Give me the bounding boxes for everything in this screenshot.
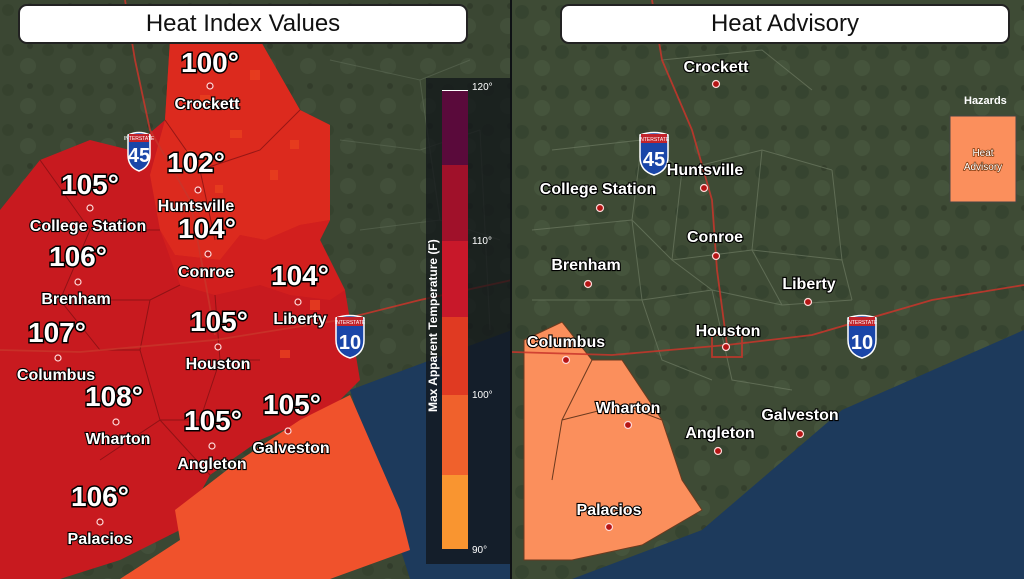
heat-index-panel: INTERSTATE 45 INTERSTATE 10 100° Crocket… xyxy=(0,0,512,579)
temp-college-station: 105° xyxy=(61,169,119,200)
city-dot-palacios xyxy=(96,518,104,526)
label-college-station: College Station xyxy=(540,181,656,198)
city-dot-crockett xyxy=(711,79,721,89)
gulf-water xyxy=(572,330,1024,579)
temp-angleton: 105° xyxy=(184,405,242,436)
svg-text:90°: 90° xyxy=(472,545,487,556)
city-labels: Crockett Huntsville College Station Conr… xyxy=(526,58,840,532)
i10-shield-icon: INTERSTATE 10 xyxy=(847,314,878,359)
city-dot-palacios xyxy=(604,522,614,532)
city-dot-galveston xyxy=(795,429,805,439)
city-dot-conroe xyxy=(204,250,212,258)
svg-text:INTERSTATE: INTERSTATE xyxy=(639,137,670,143)
label-brenham: Brenham xyxy=(551,257,620,274)
heat-index-map: INTERSTATE 45 INTERSTATE 10 100° Crocket… xyxy=(0,0,512,579)
temperature-legend: 120° 110° 100° 90° Max Apparent Temperat… xyxy=(426,78,510,564)
temp-conroe: 104° xyxy=(178,213,236,244)
city-dot-huntsville xyxy=(194,186,202,194)
label-crockett: Crockett xyxy=(175,96,241,113)
label-wharton: Wharton xyxy=(86,431,151,448)
city-dot-college-station xyxy=(86,204,94,212)
svg-text:10: 10 xyxy=(339,332,361,354)
temp-liberty: 104° xyxy=(271,260,329,291)
city-dot-galveston xyxy=(284,427,292,435)
heat-advisory-swatch xyxy=(949,115,1017,203)
road-lines xyxy=(512,0,1024,358)
temp-crockett: 100° xyxy=(181,47,239,78)
svg-text:INTERSTATE: INTERSTATE xyxy=(335,320,366,326)
temp-wharton: 108° xyxy=(85,381,143,412)
svg-text:Advisory: Advisory xyxy=(964,162,1002,173)
label-huntsville: Huntsville xyxy=(667,162,744,179)
svg-text:INTERSTATE: INTERSTATE xyxy=(847,320,878,326)
hazards-legend: Hazards Heat Advisory xyxy=(949,95,1017,203)
label-angleton: Angleton xyxy=(177,456,246,473)
city-dot-wharton xyxy=(112,418,120,426)
city-dot-brenham xyxy=(583,279,593,289)
temp-galveston: 105° xyxy=(263,389,321,420)
temp-huntsville: 102° xyxy=(167,147,225,178)
label-palacios: Palacios xyxy=(68,531,133,548)
heat-advisory-map: INTERSTATE 45 INTERSTATE 10 Crockett Hun… xyxy=(512,0,1024,579)
city-dot-liberty xyxy=(294,298,302,306)
city-dot-wharton xyxy=(623,420,633,430)
city-dot-angleton xyxy=(713,446,723,456)
city-labels: 100° Crockett 102° Huntsville 105° Colle… xyxy=(16,46,331,550)
city-dot-liberty xyxy=(803,297,813,307)
heat-index-title: Heat Index Values xyxy=(18,4,468,44)
heat-area xyxy=(0,40,410,579)
label-college-station: College Station xyxy=(30,218,146,235)
i10-shield-icon: INTERSTATE 10 xyxy=(335,314,366,359)
label-conroe: Conroe xyxy=(178,264,234,281)
label-palacios: Palacios xyxy=(577,502,642,519)
i45-shield-icon: INTERSTATE 45 xyxy=(124,131,155,172)
label-liberty: Liberty xyxy=(273,311,326,328)
label-crockett: Crockett xyxy=(684,59,750,76)
city-dot-college-station xyxy=(595,203,605,213)
svg-text:100°: 100° xyxy=(472,390,493,401)
label-galveston: Galveston xyxy=(761,407,838,424)
city-dot-angleton xyxy=(208,442,216,450)
svg-text:Max Apparent Temperature (F): Max Apparent Temperature (F) xyxy=(426,239,440,412)
city-dot-crockett xyxy=(206,82,214,90)
label-wharton: Wharton xyxy=(596,400,661,417)
label-houston: Houston xyxy=(186,356,251,373)
label-brenham: Brenham xyxy=(41,291,110,308)
label-columbus: Columbus xyxy=(527,334,605,351)
temp-brenham: 106° xyxy=(49,241,107,272)
city-dot-conroe xyxy=(711,251,721,261)
temp-palacios: 106° xyxy=(71,481,129,512)
svg-text:INTERSTATE: INTERSTATE xyxy=(124,136,155,142)
label-columbus: Columbus xyxy=(17,367,95,384)
svg-text:110°: 110° xyxy=(472,236,492,247)
label-angleton: Angleton xyxy=(685,425,754,442)
svg-text:10: 10 xyxy=(851,332,873,354)
city-dot-huntsville xyxy=(699,183,709,193)
city-dot-brenham xyxy=(74,278,82,286)
city-dot-houston xyxy=(214,343,222,351)
heat-advisory-panel: INTERSTATE 45 INTERSTATE 10 Crockett Hun… xyxy=(512,0,1024,579)
city-dot-columbus xyxy=(561,355,571,365)
svg-text:120°: 120° xyxy=(472,82,493,93)
city-dot-columbus xyxy=(54,354,62,362)
heat-advisory-title: Heat Advisory xyxy=(560,4,1010,44)
city-dot-houston xyxy=(721,342,731,352)
svg-text:45: 45 xyxy=(128,145,150,167)
label-huntsville: Huntsville xyxy=(158,198,235,215)
label-galveston: Galveston xyxy=(252,440,329,457)
i45-shield-icon: INTERSTATE 45 xyxy=(639,131,670,176)
svg-text:Hazards: Hazards xyxy=(964,95,1007,107)
label-conroe: Conroe xyxy=(687,229,743,246)
temp-columbus: 107° xyxy=(28,317,86,348)
label-houston: Houston xyxy=(696,323,761,340)
svg-text:45: 45 xyxy=(643,149,665,171)
svg-text:Heat: Heat xyxy=(972,148,993,159)
temp-houston: 105° xyxy=(190,306,248,337)
advisory-area xyxy=(523,321,703,561)
label-liberty: Liberty xyxy=(782,276,835,293)
